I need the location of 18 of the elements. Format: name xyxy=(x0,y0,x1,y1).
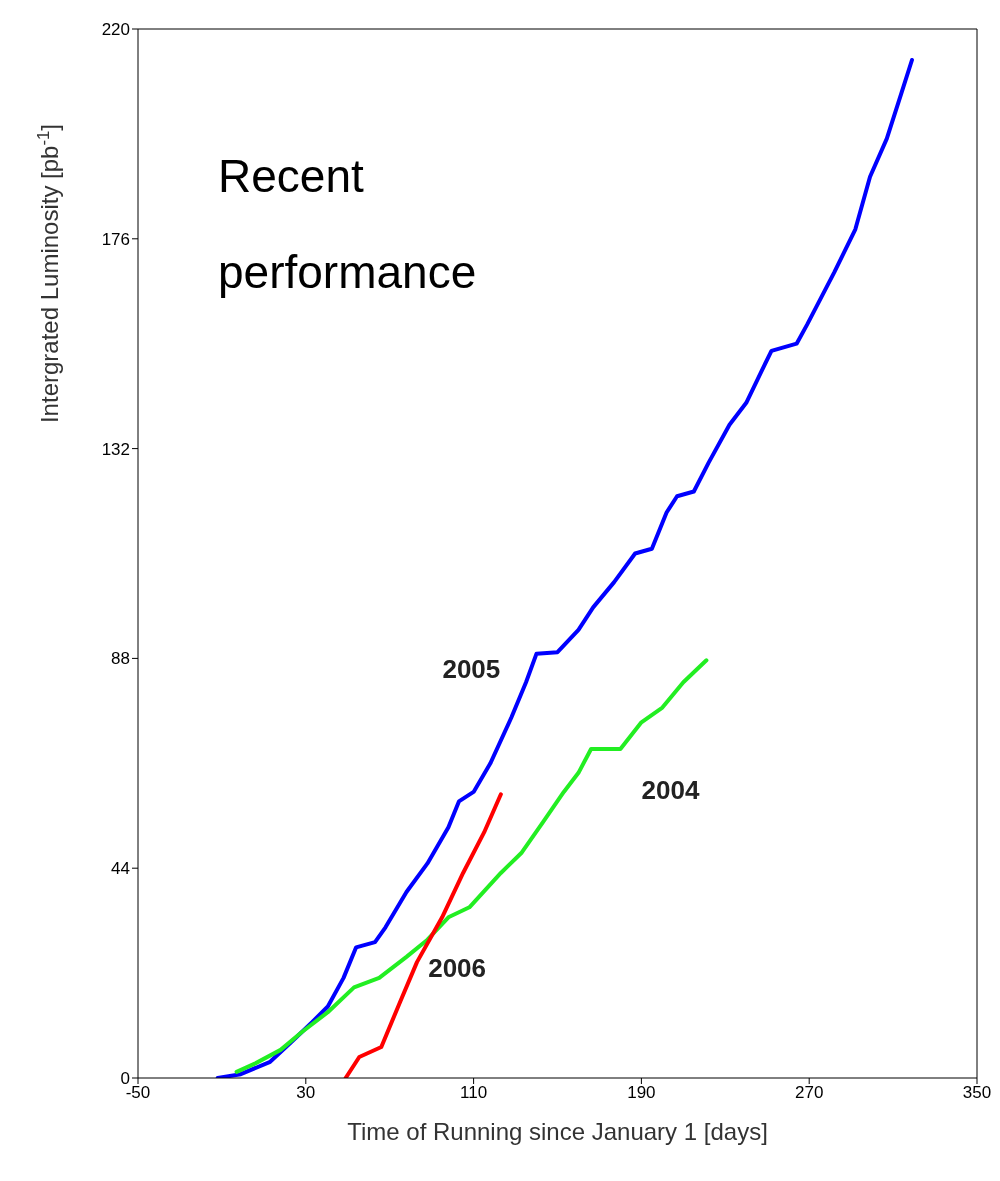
y-tick-label: 88 xyxy=(111,649,130,669)
series-label: 2005 xyxy=(442,653,501,684)
series-label: 2004 xyxy=(641,775,700,805)
y-tick-label: 132 xyxy=(101,439,130,459)
series-label: 2006 xyxy=(428,953,487,984)
y-tick-label: 220 xyxy=(101,20,130,40)
line-series xyxy=(215,57,914,1078)
x-tick-label: 270 xyxy=(795,1083,824,1103)
y-tick-label: 176 xyxy=(101,229,130,249)
text: Recent performance xyxy=(218,149,478,300)
x-tick-label: 190 xyxy=(627,1083,656,1103)
x-tick-label: 110 xyxy=(460,1083,488,1103)
x-tick-label: 30 xyxy=(296,1083,316,1103)
line-series xyxy=(234,658,709,1074)
y-tick-label: 44 xyxy=(111,859,130,879)
x-axis-title: Time of Running since January 1 [days] xyxy=(347,1118,768,1145)
x-tick-label: 350 xyxy=(962,1083,992,1103)
line-series xyxy=(343,792,503,1078)
